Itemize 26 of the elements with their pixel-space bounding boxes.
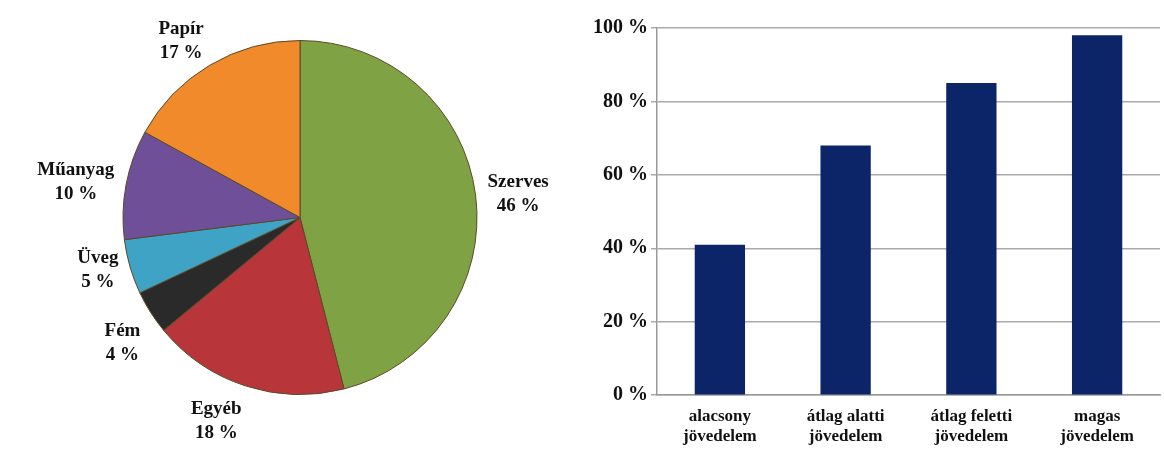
data-label: 10 %: [54, 181, 98, 203]
data-label: 4 %: [105, 342, 140, 364]
x-tick-label: átlag alatti jövedelem: [806, 405, 885, 446]
slice-label: Műanyag: [37, 157, 115, 179]
data-label: 17 %: [159, 40, 203, 62]
bar: [946, 83, 997, 395]
slice-label: Üveg: [77, 246, 119, 268]
y-tick-label: 100 %: [593, 15, 648, 38]
y-tick-label: 80 %: [603, 88, 648, 111]
slice-label: Szerves: [487, 169, 549, 191]
slice-label: Fém: [104, 318, 141, 340]
slice-label: Papír: [158, 16, 205, 38]
bar: [694, 244, 746, 395]
data-label: 46 %: [496, 193, 540, 215]
x-tick-label: alacsony jövedelem: [682, 405, 757, 446]
y-tick-label: 20 %: [603, 308, 648, 331]
y-tick-label: 0 %: [613, 382, 648, 405]
y-tick-label: 60 %: [603, 162, 648, 185]
x-tick-label: magas jövedelem: [1059, 405, 1134, 446]
y-tick-label: 40 %: [603, 235, 648, 258]
slice-label: Egyéb: [190, 397, 242, 419]
data-label: 18 %: [194, 421, 238, 443]
data-label: 5 %: [81, 270, 115, 292]
x-tick-label: átlag feletti jövedelem: [930, 405, 1013, 446]
bar: [1071, 35, 1123, 395]
bar: [820, 145, 871, 395]
